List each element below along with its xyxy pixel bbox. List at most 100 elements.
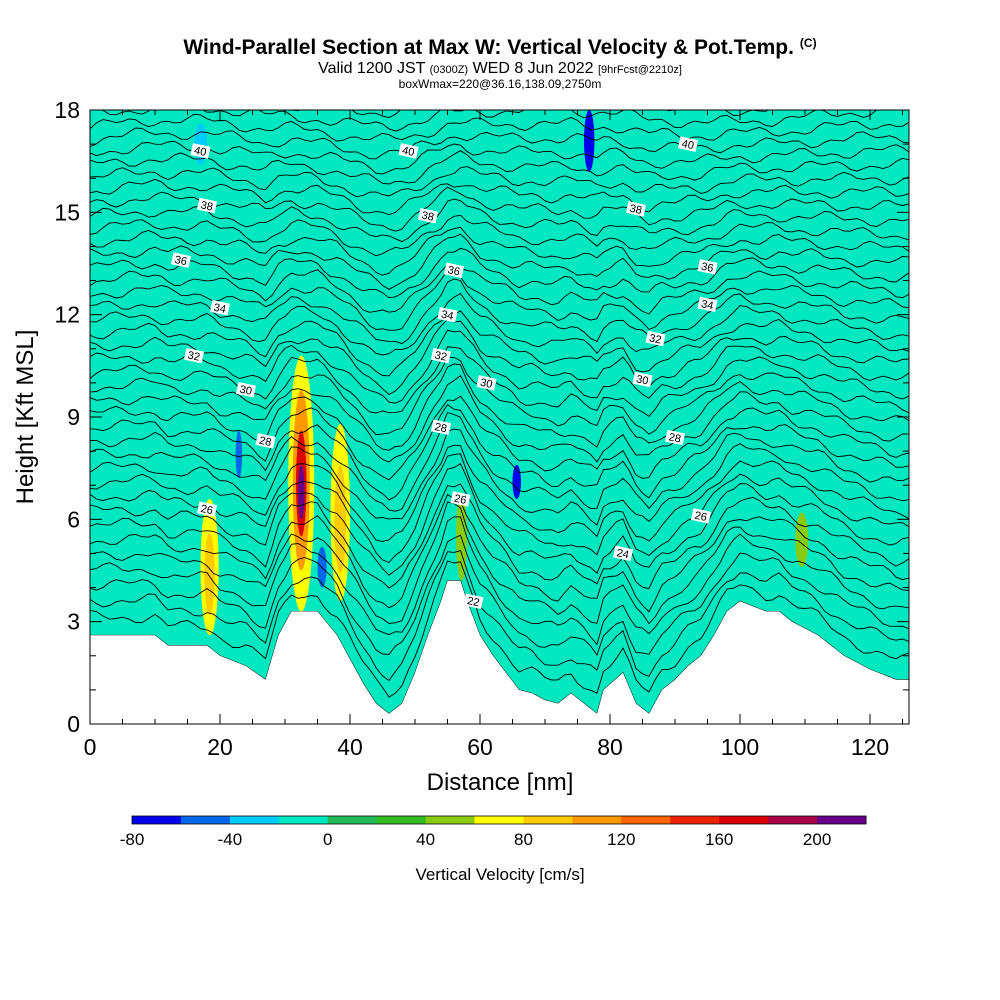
theta-label: 36: [697, 259, 718, 275]
theta-label: 36: [170, 252, 192, 268]
theta-contour-labels: 26 28 30 32 34 36 38 40 40 38 36 34 32 30 28 26 22 24 26 28…: [170, 136, 718, 609]
theta-contour-line: [90, 310, 909, 377]
theta-label: 28: [664, 429, 686, 446]
theta-label-bg: [417, 207, 439, 224]
theta-label-bg: [430, 347, 452, 364]
theta-label: 30: [632, 371, 653, 388]
w-region-8: [455, 492, 467, 581]
theta-contour-line: [90, 403, 909, 501]
theta-label: 32: [645, 330, 666, 347]
theta-label-bg: [664, 429, 686, 446]
theta-contour-line: [90, 226, 909, 276]
colorbar-swatch: [278, 816, 329, 824]
colorbar-swatch: [719, 816, 769, 824]
theta-label-text: 40: [193, 145, 207, 159]
subtitle-valid: Valid 1200 JST: [318, 60, 426, 77]
colorbar-frame: [131, 815, 867, 825]
copyright-mark: (C): [799, 36, 817, 50]
theta-label: 38: [417, 207, 439, 224]
theta-label: 36: [443, 262, 465, 279]
theta-label-bg: [677, 136, 699, 152]
theta-contour-line: [90, 247, 909, 299]
theta-contour-line: [90, 127, 909, 160]
theta-label-bg: [632, 371, 653, 388]
theta-contour-line: [90, 356, 909, 436]
colorbar-tick-label: -80: [120, 830, 145, 849]
theta-label-text: 26: [694, 510, 708, 524]
theta-label-bg: [209, 300, 231, 316]
theta-label: 22: [463, 593, 484, 609]
theta-label-bg: [697, 296, 718, 313]
y-tick-label: 9: [67, 404, 80, 430]
theta-contour-line: [90, 269, 909, 331]
colorbar-swatch: [425, 816, 475, 824]
theta-label: 26: [450, 491, 471, 507]
theta-label-text: 28: [434, 421, 448, 435]
w-region-12: [235, 430, 243, 479]
subtitle-utc: (0300Z): [429, 64, 469, 76]
colorbar-tick-label: 200: [803, 830, 831, 849]
theta-label-bg: [690, 508, 712, 524]
theta-label-text: 38: [200, 199, 214, 213]
theta-contour-line: [90, 346, 909, 417]
theta-contour-line: [90, 198, 909, 243]
theta-label-text: 28: [668, 431, 682, 445]
theta-contour-line: [90, 150, 909, 185]
theta-contour-line: [90, 363, 909, 451]
theta-label-bg: [255, 433, 276, 449]
theta-label-bg: [443, 262, 465, 279]
theta-contour-line: [90, 319, 909, 396]
theta-label-bg: [612, 545, 634, 562]
theta-label: 28: [255, 433, 276, 449]
theta-label-bg: [476, 375, 497, 391]
theta-label-bg: [450, 491, 471, 507]
theta-label-text: 30: [479, 377, 493, 391]
y-axis-label: Height [Kft MSL]: [12, 330, 39, 505]
theta-contour-line: [90, 534, 909, 656]
theta-label: 34: [209, 300, 231, 316]
theta-contour-line: [90, 483, 909, 590]
w-region-10: [584, 110, 595, 172]
x-tick-label: 60: [467, 734, 493, 760]
w-region-5: [334, 464, 347, 574]
theta-label-bg: [190, 143, 211, 159]
colorbar-tick-label: 40: [416, 830, 435, 849]
theta-contour-line: [90, 278, 909, 345]
theta-label: 28: [430, 419, 452, 435]
x-tick-label: 40: [337, 734, 363, 760]
colorbar-tick-label: 0: [323, 830, 332, 849]
w-region-9: [795, 512, 809, 568]
theta-label-text: 30: [239, 384, 253, 398]
theta-contour-line: [90, 501, 909, 625]
theta-contour-line: [90, 453, 909, 563]
theta-label-text: 40: [401, 145, 415, 159]
theta-label-text: 32: [187, 349, 201, 363]
theta-label: 34: [437, 306, 458, 323]
theta-label: 34: [697, 296, 718, 313]
colorbar-swatch: [670, 816, 720, 824]
theta-label: 38: [196, 197, 218, 214]
theta-contour-line: [90, 293, 909, 356]
subtitle-forecast: [9hrFcst@2210z]: [597, 64, 682, 76]
colorbar-tick-label: 80: [514, 830, 533, 849]
theta-label: 38: [625, 201, 647, 217]
x-tick-label: 100: [721, 734, 759, 760]
theta-label-text: 40: [681, 138, 695, 152]
theta-label-text: 32: [648, 332, 662, 346]
theta-contour-line: [90, 463, 909, 576]
theta-contour-line: [90, 329, 909, 404]
theta-contour-line: [90, 264, 909, 315]
box-info: boxWmax=220@36.16,138.09,2750m: [398, 77, 602, 91]
theta-label-bg: [170, 252, 192, 268]
theta-label: 40: [677, 136, 699, 152]
chart-title-text: Wind-Parallel Section at Max W: Vertical…: [183, 36, 794, 59]
x-tick-label: 120: [851, 734, 889, 760]
x-tick-label: 80: [597, 734, 623, 760]
chart-title: Wind-Parallel Section at Max W: Vertical…: [0, 36, 1000, 60]
theta-label: 32: [183, 347, 205, 364]
theta-contour-line: [90, 113, 909, 142]
theta-label-text: 34: [700, 298, 714, 312]
